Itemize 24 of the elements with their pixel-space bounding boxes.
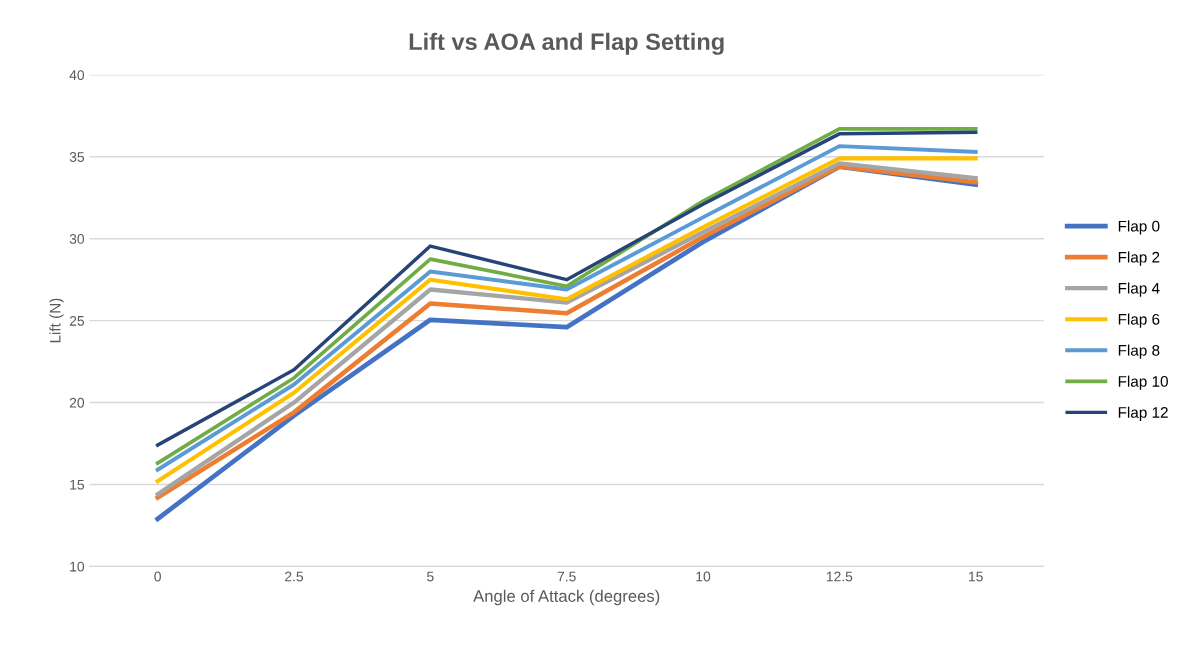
legend-label: Flap 4 — [1118, 282, 1160, 297]
y-tick-label: 15 — [70, 479, 85, 490]
legend-label: Flap 2 — [1118, 251, 1160, 266]
legend-label: Flap 10 — [1118, 375, 1168, 390]
legend-label: Flap 8 — [1118, 344, 1160, 359]
x-tick-label: 0 — [154, 571, 161, 582]
x-tick-label: 2.5 — [285, 571, 304, 582]
x-tick-label: 5 — [427, 571, 434, 582]
chart-title: Lift vs AOA and Flap Setting — [409, 32, 724, 55]
x-tick-label: 12.5 — [826, 571, 853, 582]
x-tick-label: 10 — [696, 571, 711, 582]
x-axis-title: Angle of Attack (degrees) — [473, 589, 660, 606]
legend-label: Flap 6 — [1118, 313, 1160, 328]
y-axis-title: Lift (N) — [49, 298, 64, 343]
y-tick-label: 40 — [69, 70, 85, 81]
y-tick-label: 10 — [70, 561, 85, 572]
y-tick-label: 35 — [69, 152, 85, 162]
legend-label: Flap 0 — [1118, 220, 1160, 235]
y-tick-label: 30 — [69, 234, 85, 244]
x-tick-label: 15 — [969, 571, 983, 582]
y-tick-label: 20 — [69, 397, 85, 408]
y-tick-label: 25 — [69, 315, 85, 326]
x-tick-label: 7.5 — [557, 571, 576, 582]
legend-label: Flap 12 — [1118, 406, 1168, 421]
